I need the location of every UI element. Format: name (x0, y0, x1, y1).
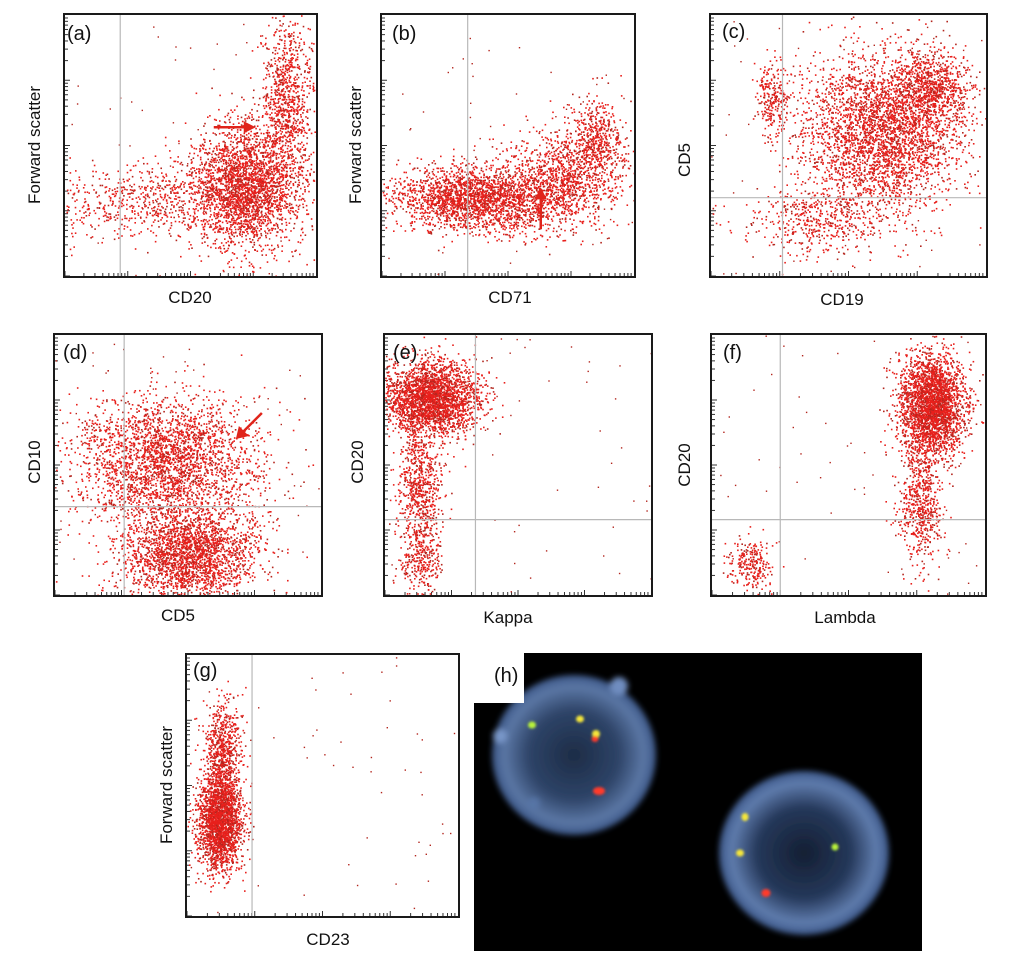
fusion-signal (592, 730, 600, 738)
plot-e-frame (383, 333, 653, 597)
plot-f-frame (710, 333, 987, 597)
fusion-signal (741, 813, 749, 821)
panel-h-letter: (h) (474, 653, 524, 703)
scatter-points (711, 16, 986, 276)
population-background (391, 338, 651, 595)
population-tail (243, 15, 316, 242)
population-background (71, 23, 314, 276)
plot-e-svg (385, 335, 651, 595)
green-signal (831, 843, 839, 851)
annotation-arrow (534, 187, 547, 230)
population-right (468, 75, 634, 256)
axis-ticks (65, 17, 314, 276)
plot-f-ylabel: CD20 (675, 365, 695, 565)
nucleus-right (719, 771, 889, 935)
scatter-points (385, 336, 651, 595)
population-bottom (392, 533, 443, 595)
plot-d-frame (53, 333, 323, 597)
population-main (385, 336, 506, 468)
population-main (382, 148, 630, 252)
scatter-points (720, 335, 985, 595)
scatter-points (382, 37, 634, 275)
plot-d-xlabel: CD5 (78, 606, 278, 626)
red-signal (593, 787, 605, 795)
scatter-points (187, 657, 456, 914)
plot-b-svg (382, 15, 634, 276)
population-background (388, 37, 633, 275)
red-signal (591, 736, 599, 742)
plot-f-xlabel: Lambda (745, 608, 945, 628)
plot-b-ylabel: Forward scatter (346, 45, 366, 245)
population-low (712, 168, 944, 276)
population-upper-left (751, 49, 801, 167)
population-background (190, 657, 456, 914)
population-main (753, 16, 986, 258)
panel-d-letter: (d) (63, 342, 87, 365)
plot-a-frame (63, 13, 318, 278)
plot-g-svg (187, 655, 456, 916)
plot-a-svg (65, 15, 316, 276)
population-tail (885, 418, 952, 592)
annotation-arrow (235, 412, 263, 439)
panel-b-letter: (b) (392, 23, 416, 46)
annotation-arrow (213, 121, 256, 134)
population-background (711, 21, 983, 275)
plot-e-ylabel: CD20 (348, 362, 368, 562)
plot-d-svg (55, 335, 321, 595)
population-upper (194, 680, 253, 837)
fish-micrograph: (h) (474, 653, 922, 951)
axis-ticks (187, 657, 456, 916)
plot-c-svg (711, 15, 986, 276)
population-stalk (388, 336, 453, 595)
axis-ticks (712, 337, 983, 595)
population-main (158, 87, 316, 276)
scatter-points (66, 15, 316, 276)
nucleus-left (492, 675, 656, 835)
population-main (187, 745, 255, 893)
plot-g-frame (185, 653, 460, 918)
scatter-points (55, 343, 320, 595)
plot-e-xlabel: Kappa (408, 608, 608, 628)
plot-b-xlabel: CD71 (410, 288, 610, 308)
fusion-signal (736, 849, 744, 857)
plot-g-xlabel: CD23 (228, 930, 428, 950)
axis-ticks (382, 17, 632, 276)
population-background (55, 343, 320, 592)
plot-c-xlabel: CD19 (742, 290, 942, 310)
population-negative (722, 526, 785, 595)
plot-c-ylabel: CD5 (675, 60, 695, 260)
plot-f-svg (712, 335, 985, 595)
panel-e-letter: (e) (393, 342, 417, 365)
fish-svg (492, 675, 889, 935)
panel-c-letter: (c) (722, 21, 745, 44)
panel-f-letter: (f) (723, 342, 742, 365)
axis-ticks (385, 337, 649, 595)
population-upper (55, 354, 315, 583)
fish-signals (528, 715, 839, 897)
plot-a-xlabel: CD20 (90, 288, 290, 308)
population-main (879, 335, 985, 502)
plot-b-frame (380, 13, 636, 278)
plot-g-ylabel: Forward scatter (157, 685, 177, 885)
axis-ticks (55, 337, 319, 595)
plot-d-ylabel: CD10 (25, 362, 45, 562)
panel-a-letter: (a) (67, 23, 91, 46)
fusion-signal (576, 715, 584, 723)
population-lower (68, 466, 308, 595)
population-upper-right (871, 20, 981, 158)
green-signal (528, 721, 536, 729)
plot-a-ylabel: Forward scatter (25, 45, 45, 245)
population-high (556, 77, 632, 206)
axis-ticks (711, 17, 984, 276)
plot-c-frame (709, 13, 988, 278)
red-signal (761, 889, 771, 897)
panel-g-letter: (g) (193, 660, 217, 683)
